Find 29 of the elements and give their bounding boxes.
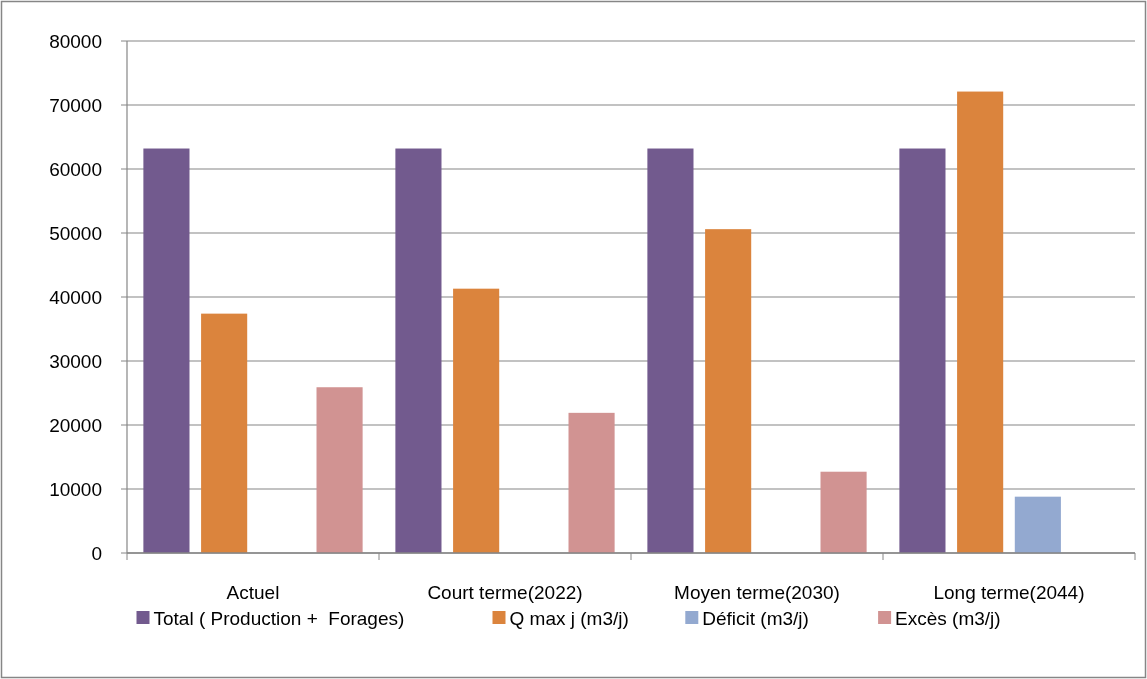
bar [1014,496,1061,553]
x-tick-label: Long terme(2044) [933,582,1085,603]
legend-label: Total ( Production + Forages) [153,607,405,629]
bar [820,471,867,553]
bar [395,148,442,553]
bar [143,148,190,553]
y-tick-label: 10000 [49,478,102,500]
y-tick-label: 80000 [49,30,102,52]
bar [957,91,1004,553]
x-tick-label: Moyen terme(2030) [674,582,840,603]
x-tick-label: Court terme(2022) [427,582,583,603]
y-tick-label: 40000 [49,286,102,308]
bar [705,229,752,553]
y-tick-label: 50000 [49,222,102,244]
y-tick-label: 60000 [49,158,102,180]
legend-label: Excès (m3/j) [895,607,1001,629]
bar [453,288,500,553]
bar [316,387,363,553]
legend-label: Déficit (m3/j) [702,607,809,629]
x-tick-label: Actuel [226,582,280,603]
legend-label: Q max j (m3/j) [509,607,629,629]
y-tick-label: 70000 [49,94,102,116]
bar [568,412,615,553]
bar [647,148,694,553]
y-tick-label: 0 [91,542,102,564]
y-tick-label: 20000 [49,414,102,436]
bar [899,148,946,553]
y-tick-label: 30000 [49,350,102,372]
bar [201,313,248,553]
